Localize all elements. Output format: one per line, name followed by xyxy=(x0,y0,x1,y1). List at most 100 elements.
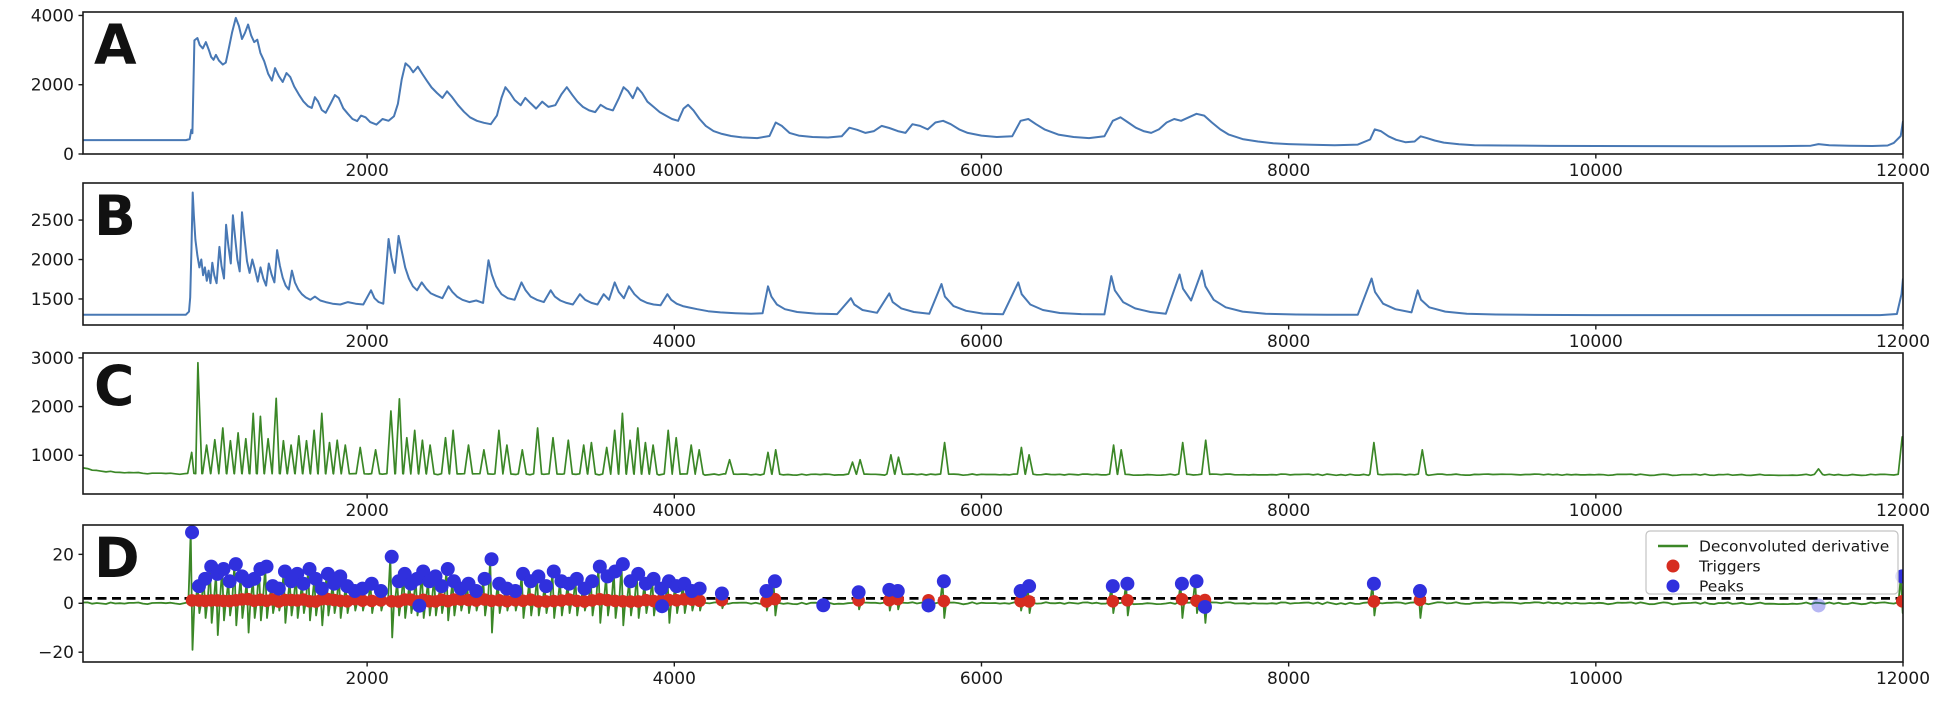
peak-dot xyxy=(1811,598,1826,613)
peak-dot xyxy=(373,584,388,599)
peak-dot xyxy=(434,579,449,594)
trigger-dot xyxy=(1022,595,1036,608)
x-tick-label: 10000 xyxy=(1569,501,1623,521)
y-tick-label: 2000 xyxy=(31,250,74,270)
trigger-dot xyxy=(1895,594,1903,608)
panel-letter: B xyxy=(94,184,136,248)
x-tick-label: 8000 xyxy=(1267,332,1310,352)
y-tick-label: 1500 xyxy=(31,290,74,310)
peak-dot xyxy=(271,581,286,596)
y-tick-label: −20 xyxy=(38,643,74,663)
y-tick-label: 20 xyxy=(52,545,74,565)
x-tick-label: 10000 xyxy=(1569,161,1623,181)
x-tick-label: 8000 xyxy=(1267,669,1310,689)
peak-dot xyxy=(531,569,546,584)
trigger-dot xyxy=(365,594,379,608)
peak-dot xyxy=(1412,584,1427,599)
peak-dot xyxy=(692,581,707,596)
x-tick-label: 6000 xyxy=(960,669,1003,689)
peak-dot xyxy=(767,574,782,589)
panel-letter: A xyxy=(94,13,137,77)
y-tick-label: 2000 xyxy=(31,398,74,418)
x-tick-label: 4000 xyxy=(653,669,696,689)
peak-dot xyxy=(714,586,729,601)
peak-dot xyxy=(469,584,484,599)
x-tick-label: 2000 xyxy=(346,501,389,521)
peak-dot xyxy=(1197,599,1212,614)
legend-entry-label: Triggers xyxy=(1698,557,1761,575)
y-tick-label: 2500 xyxy=(31,211,74,231)
panel-B: 2000 4000 6000 8000 10000 12000 1500 2000 2500 B xyxy=(31,182,1930,352)
trigger-dot xyxy=(1175,593,1189,606)
x-tick-label: 12000 xyxy=(1876,669,1930,689)
x-tick-label: 4000 xyxy=(653,332,696,352)
trigger-dot xyxy=(356,594,369,607)
panel-A: 2000 4000 6000 8000 10000 12000 0 2000 4000 A xyxy=(31,6,1930,181)
peak-dot xyxy=(585,574,600,589)
x-tick-label: 6000 xyxy=(960,161,1003,181)
peak-dot xyxy=(615,557,630,572)
peak-dot xyxy=(592,559,607,574)
panel-D-plot-area xyxy=(83,525,1903,651)
axes-spines xyxy=(82,182,1904,326)
peak-dot xyxy=(216,562,231,577)
legend-entry-label: Deconvoluted derivative xyxy=(1699,537,1889,555)
trigger-dot xyxy=(1367,595,1381,608)
peak-dot xyxy=(921,598,936,613)
legend-box xyxy=(1645,530,1899,595)
peak-dot xyxy=(259,559,274,574)
trigger-dot xyxy=(937,594,951,608)
peak-dot xyxy=(936,574,951,589)
panel-C-series-line xyxy=(83,361,1903,477)
y-tick-label: 0 xyxy=(63,594,74,614)
panel-A-plot-area xyxy=(83,16,1903,148)
y-tick-label: 0 xyxy=(63,145,74,165)
peak-dot xyxy=(655,599,670,614)
peak-dot xyxy=(631,566,646,581)
peak-dot xyxy=(185,525,200,540)
peak-dot xyxy=(646,571,661,586)
peak-dot xyxy=(1174,576,1189,591)
x-tick-label: 2000 xyxy=(346,332,389,352)
peak-dot xyxy=(412,598,427,613)
panel-D: 2000 4000 6000 8000 10000 12000 −20 0 20 D Deconvo… xyxy=(38,524,1930,689)
panel-C-plot-area xyxy=(83,361,1903,477)
peak-dot xyxy=(539,579,554,594)
peak-dot xyxy=(314,581,329,596)
panel-B-plot-area xyxy=(83,191,1903,317)
peak-dot xyxy=(508,584,523,599)
x-tick-label: 6000 xyxy=(960,332,1003,352)
legend-entry-label: Peaks xyxy=(1699,577,1744,595)
peak-dot xyxy=(1189,574,1204,589)
panel-B-series-line xyxy=(83,191,1903,317)
y-tick-label: 2000 xyxy=(31,76,74,96)
x-tick-label: 10000 xyxy=(1569,669,1623,689)
axes-spines xyxy=(82,11,1904,155)
peak-dot xyxy=(228,557,243,572)
peak-dot xyxy=(484,552,499,567)
peak-dot xyxy=(296,576,311,591)
legend-dot-sample xyxy=(1666,579,1680,593)
x-tick-label: 4000 xyxy=(653,501,696,521)
peak-dot xyxy=(1022,579,1037,594)
y-tick-label: 1000 xyxy=(31,446,74,466)
peak-dot xyxy=(759,584,774,599)
x-tick-label: 8000 xyxy=(1267,161,1310,181)
peak-dot xyxy=(384,549,399,564)
trigger-dot xyxy=(693,594,706,608)
peak-dot xyxy=(1120,576,1135,591)
peak-dot xyxy=(440,562,455,577)
x-tick-label: 12000 xyxy=(1876,161,1930,181)
axes-spines xyxy=(82,352,1904,495)
peak-dot xyxy=(546,564,561,579)
x-tick-label: 2000 xyxy=(346,669,389,689)
x-tick-label: 2000 xyxy=(346,161,389,181)
legend: Deconvoluted derivative Triggers Peaks xyxy=(1645,530,1899,595)
peak-dot xyxy=(1366,576,1381,591)
panel-letter: C xyxy=(94,354,134,418)
peak-dot xyxy=(198,571,213,586)
peak-dot xyxy=(569,571,584,586)
legend-dot-sample xyxy=(1666,559,1680,573)
